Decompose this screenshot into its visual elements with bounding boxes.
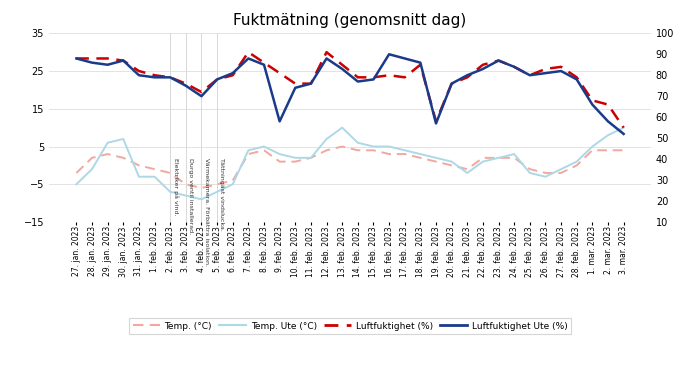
Text: Tättningäst vindslucka.: Tättningäst vindslucka. <box>219 158 225 231</box>
Text: Elektriker på vind.: Elektriker på vind. <box>172 158 178 215</box>
Title: Fuktmätning (genomsnitt dag): Fuktmätning (genomsnitt dag) <box>233 13 467 28</box>
Legend: Temp. (°C), Temp. Ute (°C), Luftfuktighet (%), Luftfuktighet Ute (%): Temp. (°C), Temp. Ute (°C), Luftfuktighe… <box>129 318 571 334</box>
Text: Durgo ventil installerad.: Durgo ventil installerad. <box>188 158 193 234</box>
Text: Värmekamera. Förbättra isolation.: Värmekamera. Förbättra isolation. <box>204 158 209 266</box>
